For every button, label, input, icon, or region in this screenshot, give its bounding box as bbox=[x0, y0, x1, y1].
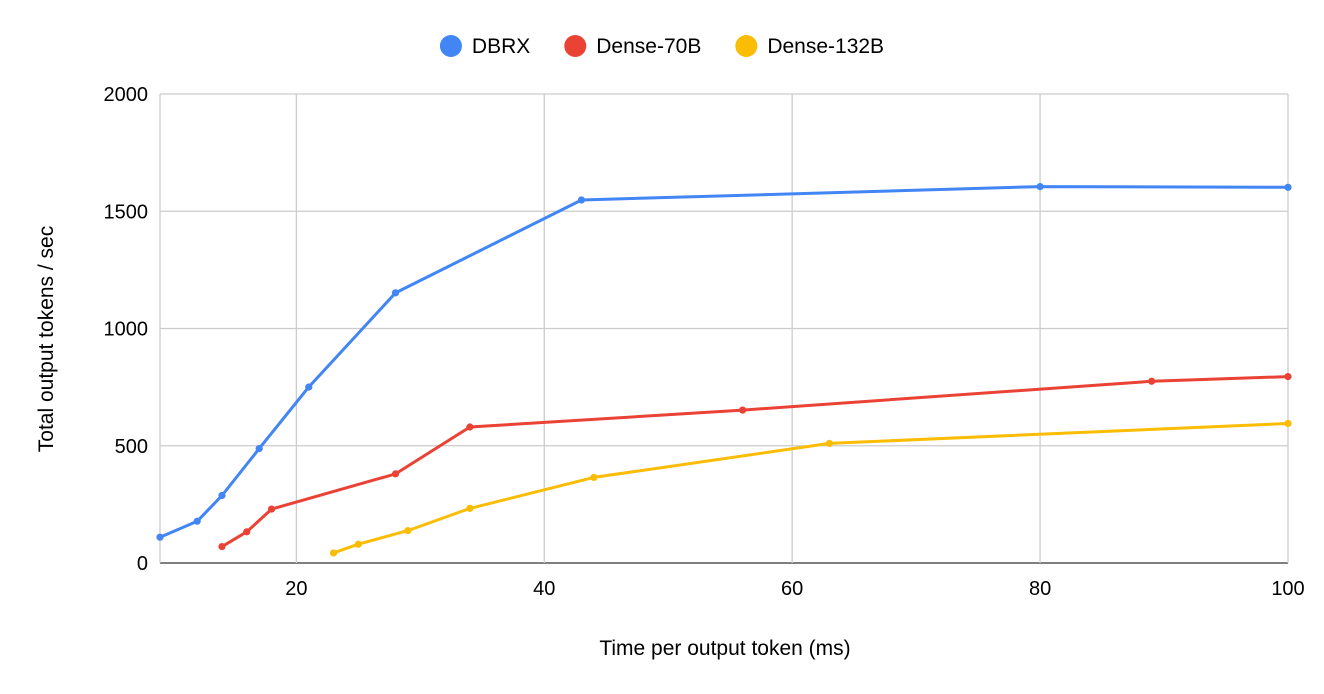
legend-swatch bbox=[564, 35, 587, 57]
data-point-dbrx bbox=[156, 533, 164, 541]
y-tick-label: 0 bbox=[137, 553, 148, 575]
x-tick-label: 60 bbox=[781, 578, 803, 600]
series-dense-70b bbox=[218, 372, 1292, 551]
y-tick-label: 1000 bbox=[104, 319, 149, 341]
y-tick-label: 500 bbox=[115, 436, 148, 458]
data-point-dense-70b bbox=[391, 470, 400, 478]
data-point-dense-132b bbox=[466, 504, 474, 512]
legend-label: Dense-132B bbox=[767, 35, 884, 58]
data-point-dense-132b bbox=[329, 549, 338, 557]
series-line-dense-132b bbox=[332, 422, 1290, 555]
series-layer bbox=[156, 183, 1292, 557]
data-point-dense-132b bbox=[825, 439, 833, 448]
y-tick-label: 2000 bbox=[104, 84, 149, 106]
grid bbox=[159, 93, 1289, 564]
legend-item-dense-132b: Dense-132B bbox=[735, 35, 884, 58]
x-tick-label: 80 bbox=[1029, 578, 1051, 600]
data-point-dense-132b bbox=[590, 473, 598, 482]
data-point-dbrx bbox=[1284, 183, 1292, 191]
series-line-dense-70b bbox=[220, 375, 1290, 549]
data-point-dbrx bbox=[218, 491, 226, 500]
legend-item-dbrx: DBRX bbox=[439, 35, 530, 58]
series-dense-132b bbox=[329, 419, 1292, 557]
data-point-dbrx bbox=[255, 444, 263, 453]
data-point-dbrx bbox=[577, 196, 586, 204]
data-point-dense-70b bbox=[1284, 372, 1292, 381]
series-dbrx bbox=[156, 183, 1292, 541]
series-line-dbrx bbox=[158, 185, 1290, 539]
x-axis-title: Time per output token (ms) bbox=[599, 637, 850, 660]
data-point-dense-70b bbox=[738, 406, 747, 414]
data-point-dense-70b bbox=[243, 528, 251, 536]
data-point-dbrx bbox=[1036, 183, 1044, 191]
legend-label: Dense-70B bbox=[596, 35, 701, 58]
legend-item-dense-70b: Dense-70B bbox=[564, 35, 701, 58]
x-tick-label: 20 bbox=[285, 578, 307, 600]
data-point-dbrx bbox=[193, 517, 201, 525]
legend-swatch bbox=[735, 35, 758, 57]
data-point-dense-70b bbox=[1148, 377, 1156, 385]
data-point-dense-132b bbox=[1284, 419, 1292, 428]
legend: DBRX Dense-70B Dense-132B bbox=[439, 35, 884, 58]
data-point-dense-70b bbox=[218, 542, 226, 551]
y-tick-label: 1500 bbox=[104, 201, 149, 223]
data-point-dense-70b bbox=[466, 423, 474, 431]
tick-labels: 0 500 1000 1500 2000 20 40 60 80 100 bbox=[104, 84, 1305, 600]
x-tick-label: 100 bbox=[1271, 578, 1304, 600]
legend-swatch bbox=[439, 35, 462, 57]
y-axis-title: Total output tokens / sec bbox=[35, 226, 58, 452]
data-point-dbrx bbox=[305, 383, 313, 391]
data-point-dense-132b bbox=[404, 527, 412, 535]
x-tick-label: 40 bbox=[533, 578, 555, 600]
data-point-dense-132b bbox=[354, 540, 362, 548]
data-point-dbrx bbox=[391, 289, 400, 297]
data-point-dense-70b bbox=[267, 505, 276, 513]
legend-label: DBRX bbox=[472, 35, 530, 58]
